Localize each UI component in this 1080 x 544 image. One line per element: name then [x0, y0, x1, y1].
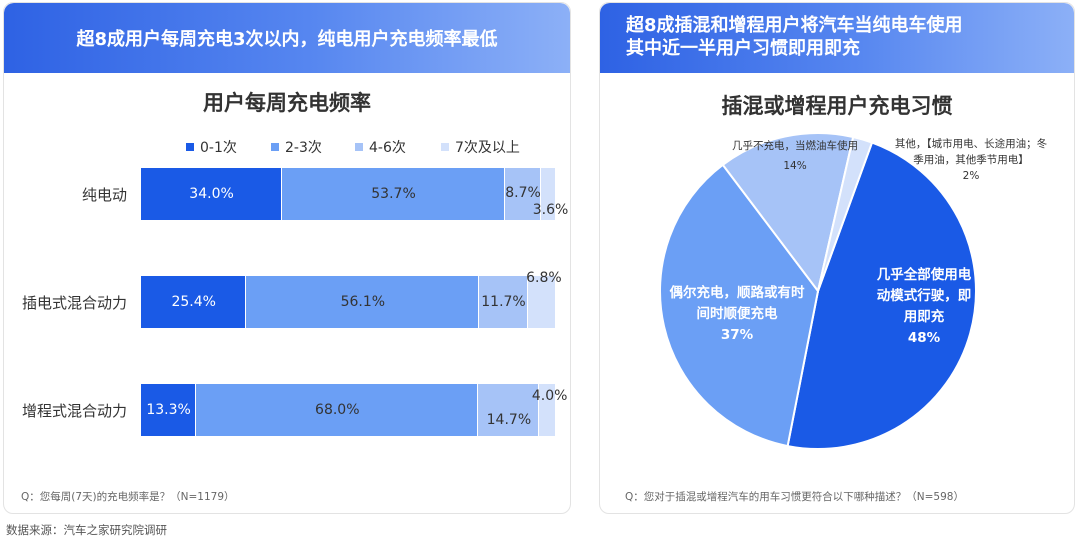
legend-label: 4-6次: [369, 140, 406, 156]
bar-value-label: 4.0%: [531, 388, 568, 404]
pie-value-label: 2%: [962, 170, 980, 182]
bar-segment: [541, 168, 556, 220]
right-banner-line2: 其中近一半用户习惯即用即充: [626, 38, 860, 59]
left-banner-title: 超8成用户每周充电3次以内，纯电用户充电频率最低: [76, 29, 498, 50]
category-label: 纯电动: [81, 186, 127, 204]
legend-swatch: [186, 143, 194, 151]
left-banner: 超8成用户每周充电3次以内，纯电用户充电频率最低: [4, 3, 570, 73]
bar-value-label: 3.6%: [532, 202, 569, 218]
bar-chart-title: 用户每周充电频率: [203, 91, 371, 115]
bar-segment: [141, 276, 247, 328]
bar-segment: [479, 276, 528, 328]
bar-value-label: 34.0%: [189, 186, 234, 202]
legend-swatch: [271, 143, 279, 151]
pie-label-line: 其他，【城市用电、长途用油；冬: [894, 138, 1048, 150]
bar-value-label: 11.7%: [481, 294, 526, 310]
pie-slice: [721, 132, 855, 294]
bar-segment: [282, 168, 505, 220]
legend-swatch: [441, 143, 449, 151]
bar-value-label: 25.4%: [171, 294, 216, 310]
bar-value-label: 53.7%: [371, 186, 416, 202]
bar-value-label: 68.0%: [315, 402, 360, 418]
pie-chart-title: 插混或增程用户充电习惯: [721, 94, 953, 118]
right-chart-panel: 超8成插混和增程用户将汽车当纯电车使用 其中近一半用户习惯即用即充 插混或增程用…: [599, 2, 1075, 514]
pie-label-line: 几乎全部使用电: [876, 267, 972, 283]
pie-value-label: 14%: [783, 160, 807, 172]
right-banner-line1: 超8成插混和增程用户将汽车当纯电车使用: [626, 15, 963, 36]
bar-segment: [478, 384, 540, 436]
legend-label: 2-3次: [285, 140, 322, 156]
left-chart-panel: 超8成用户每周充电3次以内，纯电用户充电频率最低 用户每周充电频率 0-1次 2-…: [3, 2, 571, 514]
bar-segment: [196, 384, 479, 436]
data-source-footer: 数据来源：汽车之家研究院调研: [6, 523, 167, 537]
pie-slice: [659, 163, 820, 448]
pie-slice: [786, 141, 977, 450]
bar-value-label: 13.3%: [146, 402, 191, 418]
pie-chart: [659, 132, 977, 450]
pie-slice: [817, 135, 874, 292]
bar-segment: [141, 384, 197, 436]
legend-item: 2-3次: [271, 137, 355, 157]
pie-label-line: 季用油，其他季节用电】: [913, 154, 1029, 166]
pie-label-line: 间时顺便充电: [696, 306, 778, 322]
left-survey-note: Q：您每周(7天)的充电频率是？（N=1179）: [21, 491, 235, 503]
bar-value-label: 14.7%: [486, 412, 532, 428]
bar-segment: [141, 168, 283, 220]
legend-label: 7次及以上: [455, 140, 520, 156]
legend-label: 0-1次: [200, 140, 237, 156]
pie-label-line: 用即充: [903, 309, 945, 325]
bar-chart-legend: 0-1次 2-3次 4-6次 7次及以上: [186, 137, 551, 157]
pie-slice-label: 几乎不充电，当燃油车使用 14%: [722, 136, 868, 176]
bar-value-label: 8.7%: [505, 185, 541, 201]
pie-label-line: 动模式行驶，即: [876, 288, 972, 304]
legend-item: 4-6次: [355, 137, 441, 157]
legend-swatch: [355, 143, 363, 151]
pie-value-label: 48%: [907, 330, 941, 346]
pie-label-line: 偶尔充电，顺路或有时: [669, 285, 805, 301]
bar-segment: [527, 276, 556, 328]
pie-slice-label: 几乎全部使用电 动模式行驶，即 用即充 48%: [868, 265, 980, 349]
category-label: 插电式混合动力: [21, 294, 127, 312]
category-label: 增程式混合动力: [21, 402, 127, 420]
legend-item: 7次及以上: [441, 137, 551, 157]
pie-slice-label: 偶尔充电，顺路或有时 间时顺便充电 37%: [662, 283, 812, 346]
pie-value-label: 37%: [720, 327, 754, 343]
right-banner: 超8成插混和增程用户将汽车当纯电车使用 其中近一半用户习惯即用即充: [600, 3, 1074, 73]
right-survey-note: Q：您对于插混或增程汽车的用车习惯更符合以下哪种描述？（N=598）: [625, 491, 964, 503]
bar-value-label: 6.8%: [526, 270, 562, 286]
bar-segment: [504, 168, 542, 220]
bar-value-label: 56.1%: [340, 294, 386, 310]
pie-label-line: 几乎不充电，当燃油车使用: [732, 140, 858, 152]
bar-segment: [246, 276, 480, 328]
pie-slice-label: 其他，【城市用电、长途用油；冬 季用油，其他季节用电】 2%: [886, 136, 1056, 184]
legend-item: 0-1次: [186, 137, 271, 157]
bar-segment: [539, 384, 556, 436]
